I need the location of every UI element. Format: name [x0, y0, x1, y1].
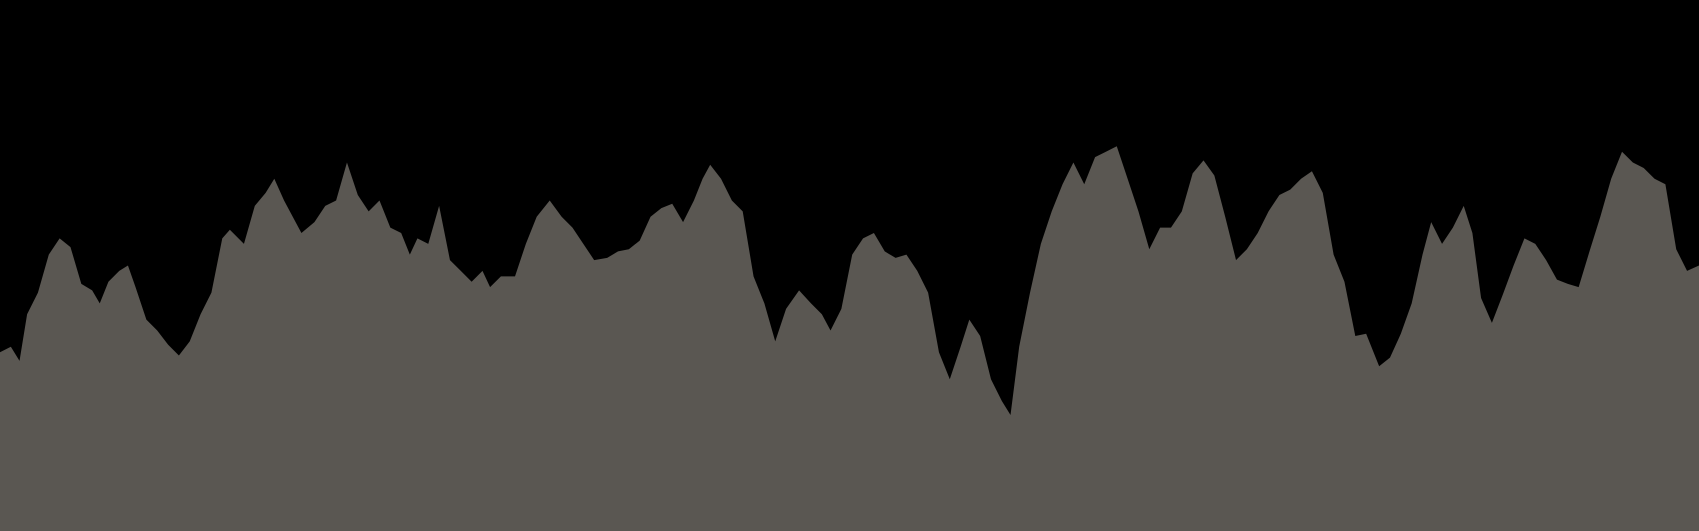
area	[0, 146, 1699, 531]
